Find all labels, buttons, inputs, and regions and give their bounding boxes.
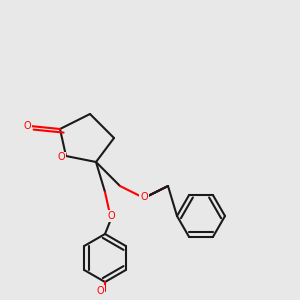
Text: O: O bbox=[58, 152, 65, 163]
Text: O: O bbox=[23, 121, 31, 131]
Text: O: O bbox=[107, 211, 115, 221]
Text: O: O bbox=[140, 191, 148, 202]
Text: O: O bbox=[97, 286, 104, 296]
